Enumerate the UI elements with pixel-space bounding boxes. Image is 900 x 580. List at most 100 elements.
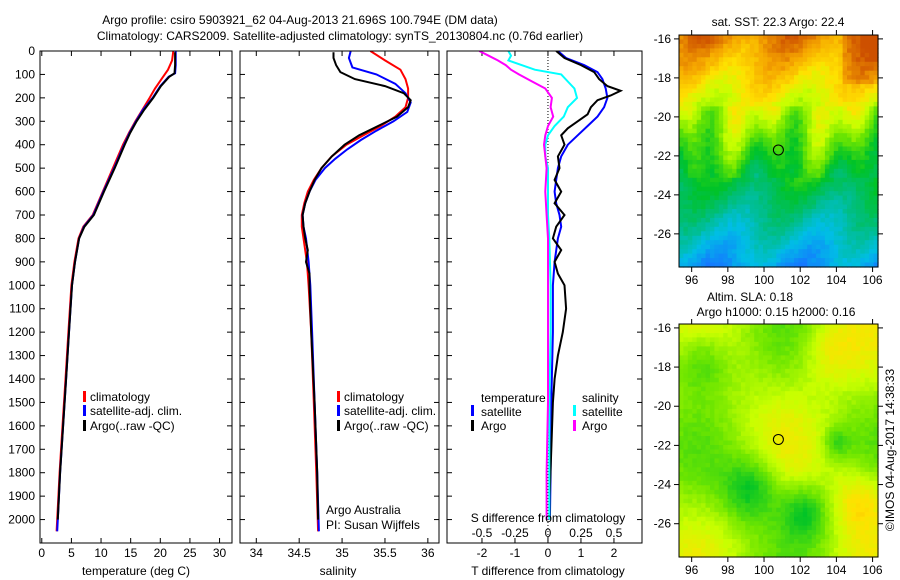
map-cell xyxy=(740,119,746,125)
map-cell xyxy=(754,427,760,433)
map-cell xyxy=(727,142,733,148)
map-cell xyxy=(771,159,777,165)
map-cell xyxy=(723,235,729,241)
map-cell xyxy=(776,222,782,228)
map-cell xyxy=(749,253,755,259)
map-cell xyxy=(710,350,715,356)
map-cell xyxy=(736,222,742,228)
map-cell xyxy=(798,409,804,415)
map-cell xyxy=(785,35,791,41)
map-cell xyxy=(807,534,813,540)
map-cell xyxy=(710,543,715,549)
map-cell xyxy=(758,186,764,192)
map-cell xyxy=(714,168,720,174)
map-cell xyxy=(683,186,689,192)
map-cell xyxy=(705,350,711,356)
map-cell xyxy=(679,498,684,504)
map-cell xyxy=(740,471,746,477)
map-cell xyxy=(869,471,875,477)
map-cell xyxy=(776,355,782,361)
map-cell xyxy=(692,341,698,347)
map-cell xyxy=(727,159,733,165)
map-cell xyxy=(847,368,852,374)
map-cell xyxy=(679,471,684,477)
map-cell xyxy=(740,404,746,410)
map-cell xyxy=(807,249,813,255)
map-cell xyxy=(710,52,715,58)
map-cell xyxy=(701,462,707,468)
map-cell xyxy=(692,418,698,424)
map-cell xyxy=(754,453,760,459)
map-cell xyxy=(847,200,852,206)
map-cell xyxy=(705,436,711,442)
map-cell xyxy=(776,418,782,424)
map-cell xyxy=(767,195,773,201)
map-cell xyxy=(869,124,875,130)
map-cell xyxy=(745,552,751,558)
map-cell xyxy=(732,35,738,41)
map-cell xyxy=(842,480,848,486)
map-cell xyxy=(710,84,715,90)
map-cell xyxy=(855,516,861,522)
map-cell xyxy=(679,235,684,241)
series-line-argo-raw-qc- xyxy=(56,52,177,520)
map-cell xyxy=(798,159,804,165)
map-cell xyxy=(860,485,866,491)
x-tick-label: 35.5 xyxy=(373,546,397,560)
map-cell xyxy=(732,386,738,392)
map-cell xyxy=(838,186,844,192)
map-cell xyxy=(771,498,777,504)
map-cell xyxy=(692,213,698,219)
map-cell xyxy=(855,400,861,406)
map-cell xyxy=(710,133,715,139)
map-cell xyxy=(701,534,707,540)
map-cell xyxy=(869,182,875,188)
map-cell xyxy=(824,480,830,486)
map-cell xyxy=(807,119,813,125)
map-cell xyxy=(758,485,764,491)
map-cell xyxy=(732,159,738,165)
map-cell xyxy=(776,70,782,76)
map-cell xyxy=(683,489,689,495)
map-cell xyxy=(833,137,839,143)
map-cell xyxy=(683,530,689,536)
map-cell xyxy=(864,539,870,545)
map-cell xyxy=(798,70,804,76)
map-cell xyxy=(723,449,729,455)
map-cell xyxy=(683,106,689,112)
map-cell xyxy=(679,115,684,121)
lon-tick-label: 100 xyxy=(754,273,774,287)
map-cell xyxy=(679,93,684,99)
map-cell xyxy=(692,57,698,63)
map-cell xyxy=(763,422,768,428)
map-cell xyxy=(873,137,879,143)
map-cell xyxy=(696,35,702,41)
map-cell xyxy=(727,93,733,99)
map-cell xyxy=(710,503,715,509)
map-cell xyxy=(771,235,777,241)
map-cell xyxy=(855,467,861,473)
map-cell xyxy=(745,480,751,486)
map-cell xyxy=(833,240,839,246)
map-cell xyxy=(749,391,755,397)
map-cell xyxy=(802,539,808,545)
x-tick-label: 30 xyxy=(213,546,227,560)
map-cell xyxy=(802,61,808,67)
map-cell xyxy=(873,341,879,347)
map-cell xyxy=(758,449,764,455)
map-cell xyxy=(851,97,857,103)
map-cell xyxy=(710,235,715,241)
map-cell xyxy=(807,79,813,85)
map-cell xyxy=(838,235,844,241)
map-cell xyxy=(789,400,795,406)
map-cell xyxy=(692,79,698,85)
map-cell xyxy=(696,101,702,107)
map-cell xyxy=(833,195,839,201)
map-cell xyxy=(838,151,844,157)
map-cell xyxy=(745,240,751,246)
map-cell xyxy=(745,226,751,232)
map-cell xyxy=(687,400,693,406)
map-cell xyxy=(732,177,738,183)
map-cell xyxy=(829,382,835,388)
map-cell xyxy=(771,503,777,509)
